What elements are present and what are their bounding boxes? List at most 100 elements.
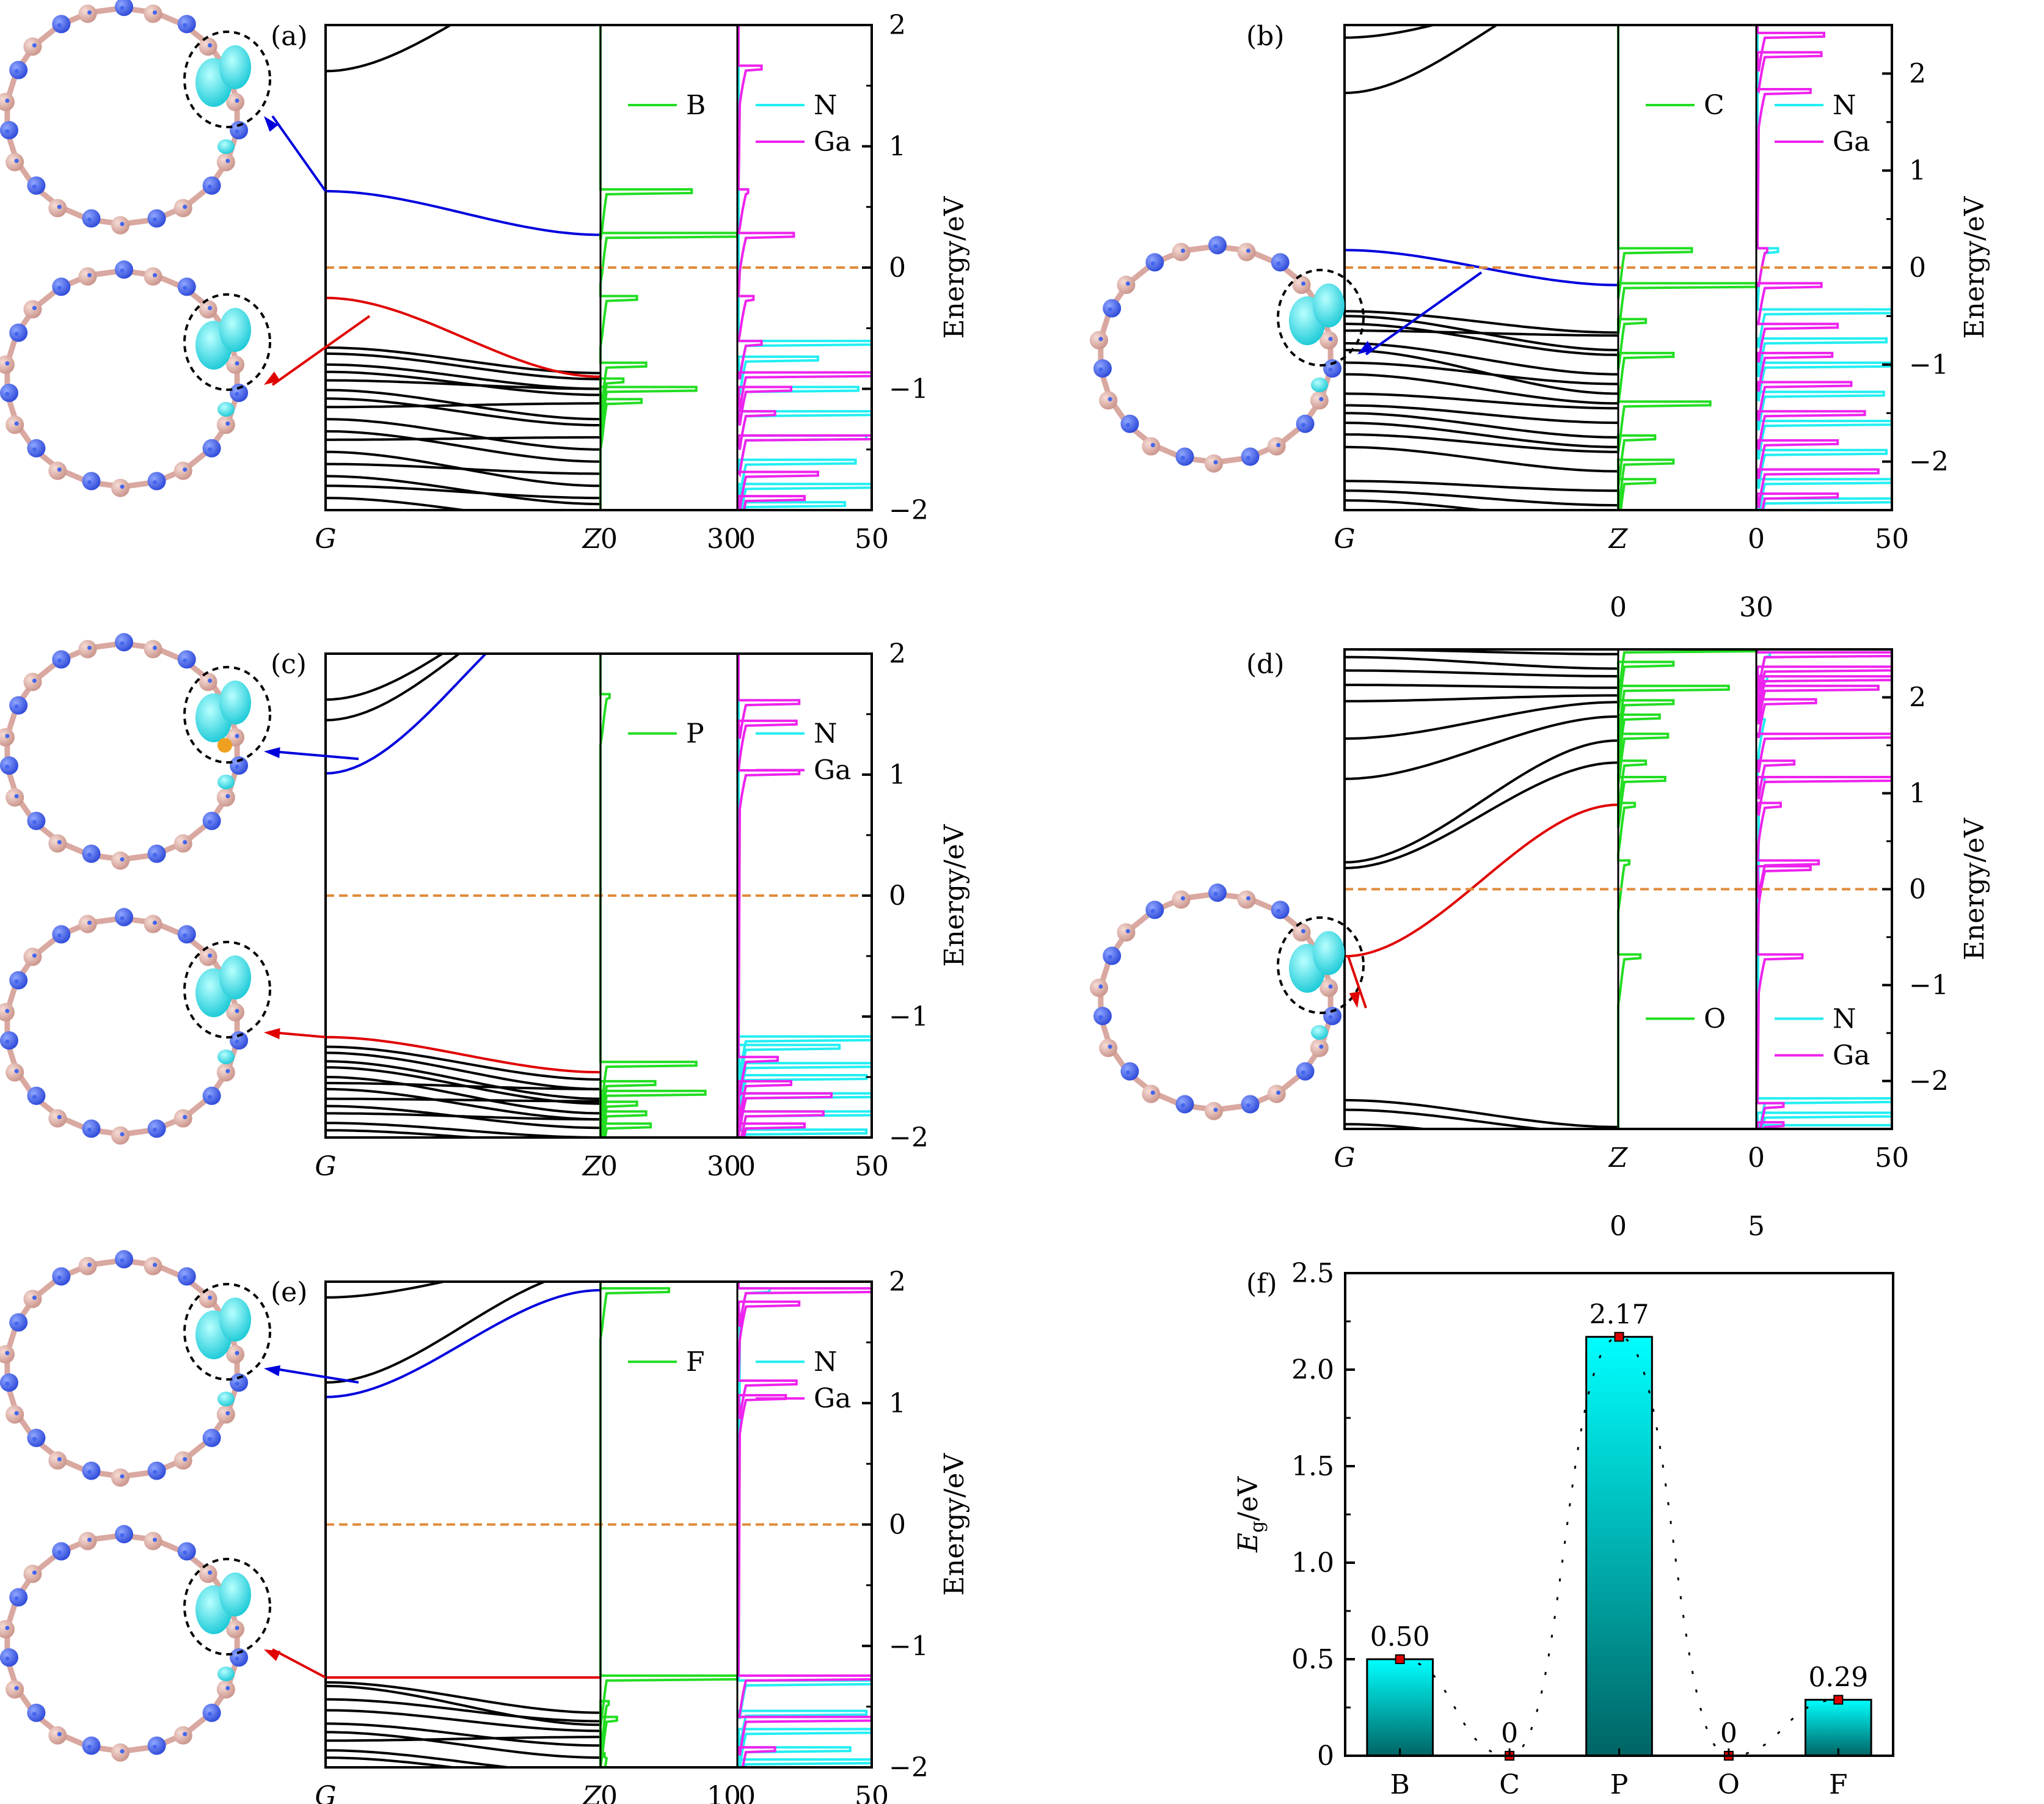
bar-P — [1585, 1335, 1653, 1757]
n-atom — [230, 121, 249, 140]
y-tick-label: −2 — [1909, 1066, 1949, 1097]
atom-center — [1328, 367, 1333, 372]
n-atom — [1271, 253, 1290, 272]
ga-dos-curve — [736, 1282, 872, 1767]
atom-center — [1246, 456, 1251, 461]
band-line — [1345, 701, 1619, 740]
atom-center — [5, 1009, 10, 1013]
ga-atom — [1310, 391, 1329, 410]
ga-atom — [23, 948, 42, 966]
atom-center — [1301, 423, 1306, 428]
k-label-z: Z — [582, 524, 602, 555]
atom-center — [225, 1685, 230, 1690]
band-line — [1345, 480, 1618, 492]
atom-center — [57, 1550, 62, 1555]
n-atom — [1296, 414, 1315, 433]
isosurface-lobe — [1313, 283, 1345, 327]
y-tick-label: −2 — [1909, 447, 1949, 478]
ga-atom — [1267, 1084, 1286, 1103]
atom-center — [225, 158, 230, 163]
dopant-dos-curve — [1617, 25, 1757, 510]
dos2-tick-label: 50 — [855, 1151, 889, 1182]
atom-center — [208, 1095, 213, 1100]
n-atom — [1271, 900, 1290, 919]
plot-area — [1345, 25, 1892, 510]
n-atom — [1208, 236, 1227, 255]
band-line — [1345, 433, 1618, 453]
y-tick-label: 0 — [1909, 874, 1926, 905]
legend: F N Ga — [628, 1346, 851, 1414]
atom-center — [57, 23, 62, 27]
legend-label-dopant: O — [1704, 1003, 1726, 1034]
band-line — [326, 475, 601, 506]
band-line — [326, 1051, 601, 1090]
atom-center — [1180, 1103, 1185, 1108]
y-tick-label: 0 — [1317, 1740, 1334, 1772]
isosurface-lobe — [219, 308, 251, 352]
n-atom — [1175, 1095, 1194, 1114]
isosurface-lobe — [1313, 931, 1345, 975]
band-line — [326, 436, 600, 441]
k-label-g: G — [1334, 1142, 1355, 1174]
panel-label: (b) — [1246, 21, 1285, 52]
ga-atom — [111, 1743, 130, 1762]
ga-atom — [78, 4, 97, 23]
atom-center — [5, 1626, 10, 1631]
band-line — [326, 397, 600, 426]
atom-center — [153, 645, 158, 650]
atom-center — [120, 641, 125, 646]
atom-center — [208, 43, 213, 48]
ga-atom — [1117, 923, 1136, 942]
atom-center — [235, 1381, 239, 1386]
n-atom — [230, 756, 249, 775]
n-dos-curve — [1756, 649, 1892, 1129]
bar-value-label: 0 — [1720, 1718, 1737, 1749]
atom-center — [183, 1275, 188, 1280]
atom-center — [120, 1258, 125, 1263]
legend-label-dopant: P — [686, 718, 704, 750]
band-line — [326, 402, 600, 409]
n-atom — [230, 1373, 249, 1392]
atom-center — [153, 10, 158, 15]
n-atom — [115, 633, 133, 652]
ga-atom — [111, 1468, 130, 1487]
panel-label: (e) — [271, 1277, 307, 1308]
atom-center — [14, 69, 19, 74]
data-point-marker — [1833, 1695, 1844, 1705]
ga-atom — [173, 834, 192, 853]
atom-center — [208, 1295, 213, 1300]
atom-center — [57, 285, 62, 290]
ga-atom — [199, 37, 217, 56]
atom-center — [120, 222, 125, 227]
n-atom — [202, 1703, 221, 1722]
y-tick-label: −1 — [1909, 349, 1949, 381]
y-tick-label: 2 — [889, 1266, 906, 1298]
atom-center — [183, 1115, 188, 1120]
atom-center — [1246, 1103, 1251, 1108]
band-line — [326, 1698, 601, 1723]
ga-atom — [1237, 890, 1256, 909]
n-atom — [230, 1031, 249, 1050]
ga-atom — [1142, 437, 1161, 456]
dos2-tick-label: 0 — [739, 524, 756, 555]
ga-atom — [5, 1680, 24, 1699]
atom-center — [14, 704, 19, 709]
ga-atom — [144, 1532, 162, 1550]
dos2-tick-label: 50 — [855, 524, 889, 555]
atom-center — [1180, 896, 1185, 900]
highlight-dashed-circle — [183, 666, 271, 764]
ga-atom — [216, 415, 235, 434]
atom-center — [1213, 891, 1218, 896]
atom-center — [208, 447, 213, 452]
nanotube-structure — [0, 908, 271, 1145]
atom-center — [208, 820, 213, 825]
ga-atom — [216, 788, 235, 807]
atom-center — [153, 1537, 158, 1542]
y-axis-title-symbol: E — [1233, 1533, 1264, 1553]
pointer-arrow — [272, 1031, 326, 1039]
atom-center — [153, 1745, 158, 1750]
atom-center — [32, 1712, 37, 1717]
atom-center — [183, 933, 188, 938]
ga-atom — [5, 788, 24, 807]
